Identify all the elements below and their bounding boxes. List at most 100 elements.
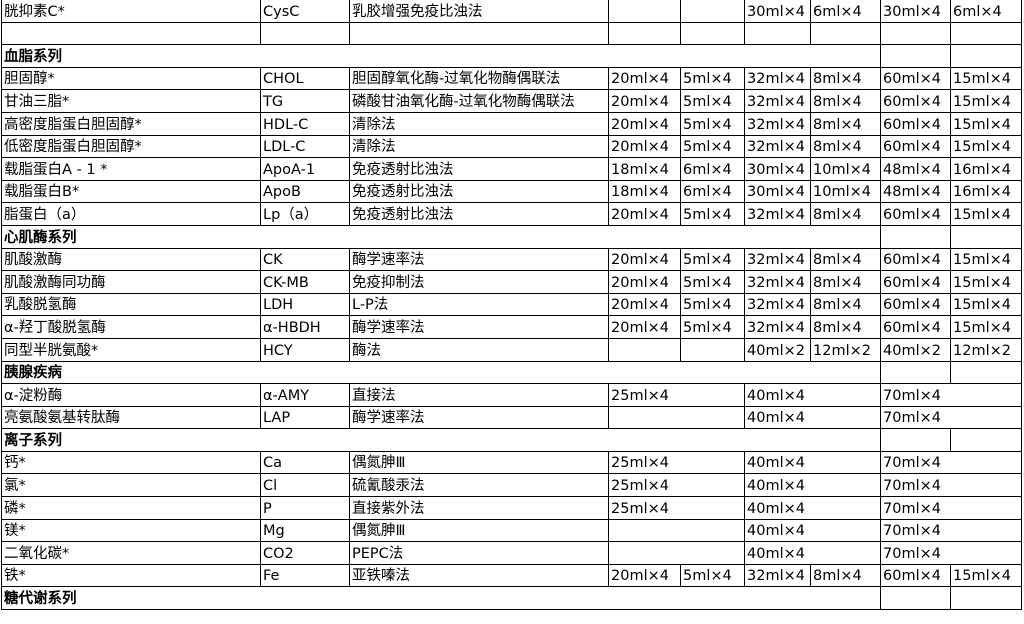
item-name: 肌酸激酶 [1,247,261,272]
item-name: 钙* [1,450,261,475]
spec-b-volume-2: 8ml×4 [810,563,881,588]
spec-b-volume-2: 8ml×4 [810,66,881,91]
method: 免疫抑制法 [349,270,609,294]
spec-b-volume-1: 40ml×4 [744,473,881,498]
table-row: 甘油三脂* TG 磷酸甘油氧化酶-过氧化物酶偶联法 20ml×4 5ml×4 32ml×4… [1,89,1022,113]
method: 亚铁嗪法 [349,563,609,588]
section-title: 胰腺疾病 [1,360,881,385]
table-row: 铁* Fe 亚铁嗪法 20ml×4 5ml×4 32ml×4 8ml×4 60ml×4 15ml… [1,563,1022,588]
spec-a-volume-1: 18ml×4 [608,179,681,204]
table-row: 同型半胱氨酸* HCY 酶法 40ml×2 12ml×2 40ml×2 12ml×2 [1,337,1022,362]
abbreviation: Lp（a） [260,202,350,226]
abbreviation: HDL-C [260,111,350,136]
spec-c-volume-2 [950,44,1022,68]
abbreviation: α-HBDH [260,315,350,339]
spec-b-volume-1: 40ml×4 [744,450,881,475]
spec-c-volume-1: 70ml×4 [880,496,1022,520]
spec-a-volume-1: 20ml×4 [608,270,681,294]
method: 硫氰酸汞法 [349,473,609,498]
method: 酶学速率法 [349,315,609,339]
spec-a-volume-1: 20ml×4 [608,292,681,317]
item-name: 胱抑素C* [1,0,261,23]
method [349,21,609,46]
spec-c-volume-1: 60ml×4 [880,202,951,226]
spec-b-volume-2: 8ml×4 [810,270,881,294]
abbreviation: Fe [260,563,350,588]
abbreviation: CHOL [260,66,350,91]
table-row: 载脂蛋白B* ApoB 免疫透射比浊法 18ml×4 6ml×4 30ml×4 10ml×4… [1,179,1022,204]
spec-c-volume-2: 15ml×4 [950,89,1022,113]
item-name: 二氧化碳* [1,541,261,565]
spec-c-volume-1: 60ml×4 [880,315,951,339]
spec-b-volume-2: 12ml×2 [810,337,881,362]
item-name: 同型半胱氨酸* [1,337,261,362]
spec-a-volume-2: 5ml×4 [680,292,745,317]
spec-b-volume-1: 32ml×4 [744,66,811,91]
spec-c-volume-1 [880,44,951,68]
table-row: 钙* Ca 偶氮胂Ⅲ 25ml×4 40ml×4 70ml×4 [1,450,1022,475]
spec-c-volume-1: 70ml×4 [880,541,1022,565]
spec-c-volume-2: 15ml×4 [950,563,1022,588]
spec-a-volume-2 [680,0,745,23]
item-name: 亮氨酸氨基转肽酶 [1,405,261,430]
spec-b-volume-1: 32ml×4 [744,563,811,588]
spec-b-volume-2: 10ml×4 [810,157,881,181]
method: 清除法 [349,111,609,136]
abbreviation: TG [260,89,350,113]
method: 免疫透射比浊法 [349,179,609,204]
spec-a-volume-2: 6ml×4 [680,179,745,204]
spec-b-volume-2: 8ml×4 [810,315,881,339]
spec-a-volume-1: 20ml×4 [608,66,681,91]
section-title: 血脂系列 [1,44,881,68]
spec-a-volume-1: 25ml×4 [608,496,745,520]
table-row: 镁* Mg 偶氮胂Ⅲ 40ml×4 70ml×4 [1,518,1022,543]
table-row: 肌酸激酶同功酶 CK-MB 免疫抑制法 20ml×4 5ml×4 32ml×4 8ml×4 6… [1,270,1022,294]
spec-b-volume-2: 8ml×4 [810,247,881,272]
abbreviation: Ca [260,450,350,475]
spec-a-volume-2: 5ml×4 [680,202,745,226]
spec-b-volume-1: 30ml×4 [744,179,811,204]
spec-c-volume-2: 15ml×4 [950,66,1022,91]
spec-a-volume-1: 20ml×4 [608,563,681,588]
spec-b-volume-2: 8ml×4 [810,134,881,159]
spec-c-volume-1: 70ml×4 [880,450,1022,475]
spec-b-volume-1: 32ml×4 [744,202,811,226]
method: 直接法 [349,383,609,407]
section-header-row: 胰腺疾病 [1,360,1022,385]
spec-a-volume-2: 5ml×4 [680,89,745,113]
spec-b-volume-1: 40ml×4 [744,541,881,565]
section-header-row: 糖代谢系列 [1,586,1022,611]
item-name: 甘油三脂* [1,89,261,113]
spec-a-volume-2: 5ml×4 [680,111,745,136]
spec-a-volume-1 [608,337,681,362]
table-row: 高密度脂蛋白胆固醇* HDL-C 清除法 20ml×4 5ml×4 32ml×4 8ml×4… [1,111,1022,136]
method: L-P法 [349,292,609,317]
method: 偶氮胂Ⅲ [349,450,609,475]
abbreviation: LDH [260,292,350,317]
spec-c-volume-1: 60ml×4 [880,134,951,159]
spec-b-volume-1: 32ml×4 [744,134,811,159]
item-name: 低密度脂蛋白胆固醇* [1,134,261,159]
spec-b-volume-2 [810,21,881,46]
abbreviation: Mg [260,518,350,543]
abbreviation: P [260,496,350,520]
spec-a-volume-1 [608,21,681,46]
spec-c-volume-1: 60ml×4 [880,247,951,272]
spec-a-volume-2 [680,337,745,362]
abbreviation: Cl [260,473,350,498]
spec-a-volume-1 [608,518,745,543]
section-title: 糖代谢系列 [1,586,881,611]
table-row: 氯* Cl 硫氰酸汞法 25ml×4 40ml×4 70ml×4 [1,473,1022,498]
item-name: 胆固醇* [1,66,261,91]
spec-c-volume-2: 15ml×4 [950,292,1022,317]
method: 免疫透射比浊法 [349,202,609,226]
method: 酶学速率法 [349,405,609,430]
spec-b-volume-1: 32ml×4 [744,292,811,317]
spec-c-volume-1: 70ml×4 [880,518,1022,543]
method: 直接紫外法 [349,496,609,520]
spec-b-volume-1: 30ml×4 [744,0,811,23]
table-row: 载脂蛋白A - 1 * ApoA-1 免疫透射比浊法 18ml×4 6ml×4 30ml×… [1,157,1022,181]
spec-a-volume-1: 20ml×4 [608,315,681,339]
spec-c-volume-1: 70ml×4 [880,383,1022,407]
spec-b-volume-2: 8ml×4 [810,111,881,136]
